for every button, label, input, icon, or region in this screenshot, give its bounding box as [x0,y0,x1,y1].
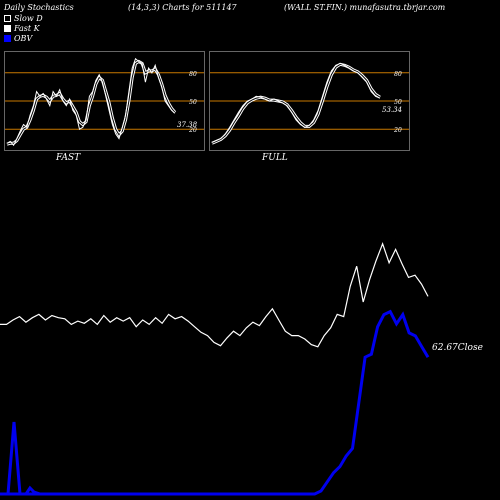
legend-label: Fast K [14,24,40,33]
level-label: 20 [393,127,402,134]
close-value-label: 62.67Close [432,343,483,353]
full-panel: 80 50 20 53.34 [209,51,410,151]
slow-d-line [211,63,381,144]
legend-label: OBV [14,34,33,43]
level-label: 50 [189,99,197,106]
price-obv-chart: 62.67Close [0,242,483,496]
obv-spike [6,421,41,496]
close-line [0,242,429,348]
legend-label: Slow D [14,14,43,23]
legend-fast-k: Fast K [4,24,40,33]
obv-line [0,309,430,496]
slow-d-outline [211,62,381,145]
legend-swatch [4,35,11,42]
fast-label: FAST [56,153,81,163]
legend-slow-d: Slow D [4,14,43,23]
level-label: 80 [189,71,197,78]
level-label: 20 [188,127,197,134]
full-chart: 80 50 20 53.34 [210,62,409,145]
full-last-value: 53.34 [382,106,402,114]
chart-params: (14,3,3) Charts for 511147 [128,3,237,12]
legend-swatch [4,25,11,32]
full-label: FULL [262,153,288,163]
legend-swatch [4,15,11,22]
fast-panel: 80 50 20 37.38 [4,51,205,151]
slow-d-outline [6,59,177,146]
fast-last-value: 37.38 [177,121,198,129]
level-label: 50 [394,99,402,106]
fast-k-line [6,57,176,147]
fast-k-line [211,62,381,143]
company-label: (WALL ST.FIN.) munafasutra.tbrjar.com [284,3,446,12]
slow-d-line [6,60,176,145]
level-label: 80 [394,71,402,78]
chart-title: Daily Stochastics [4,3,74,12]
legend-obv: OBV [4,34,32,43]
